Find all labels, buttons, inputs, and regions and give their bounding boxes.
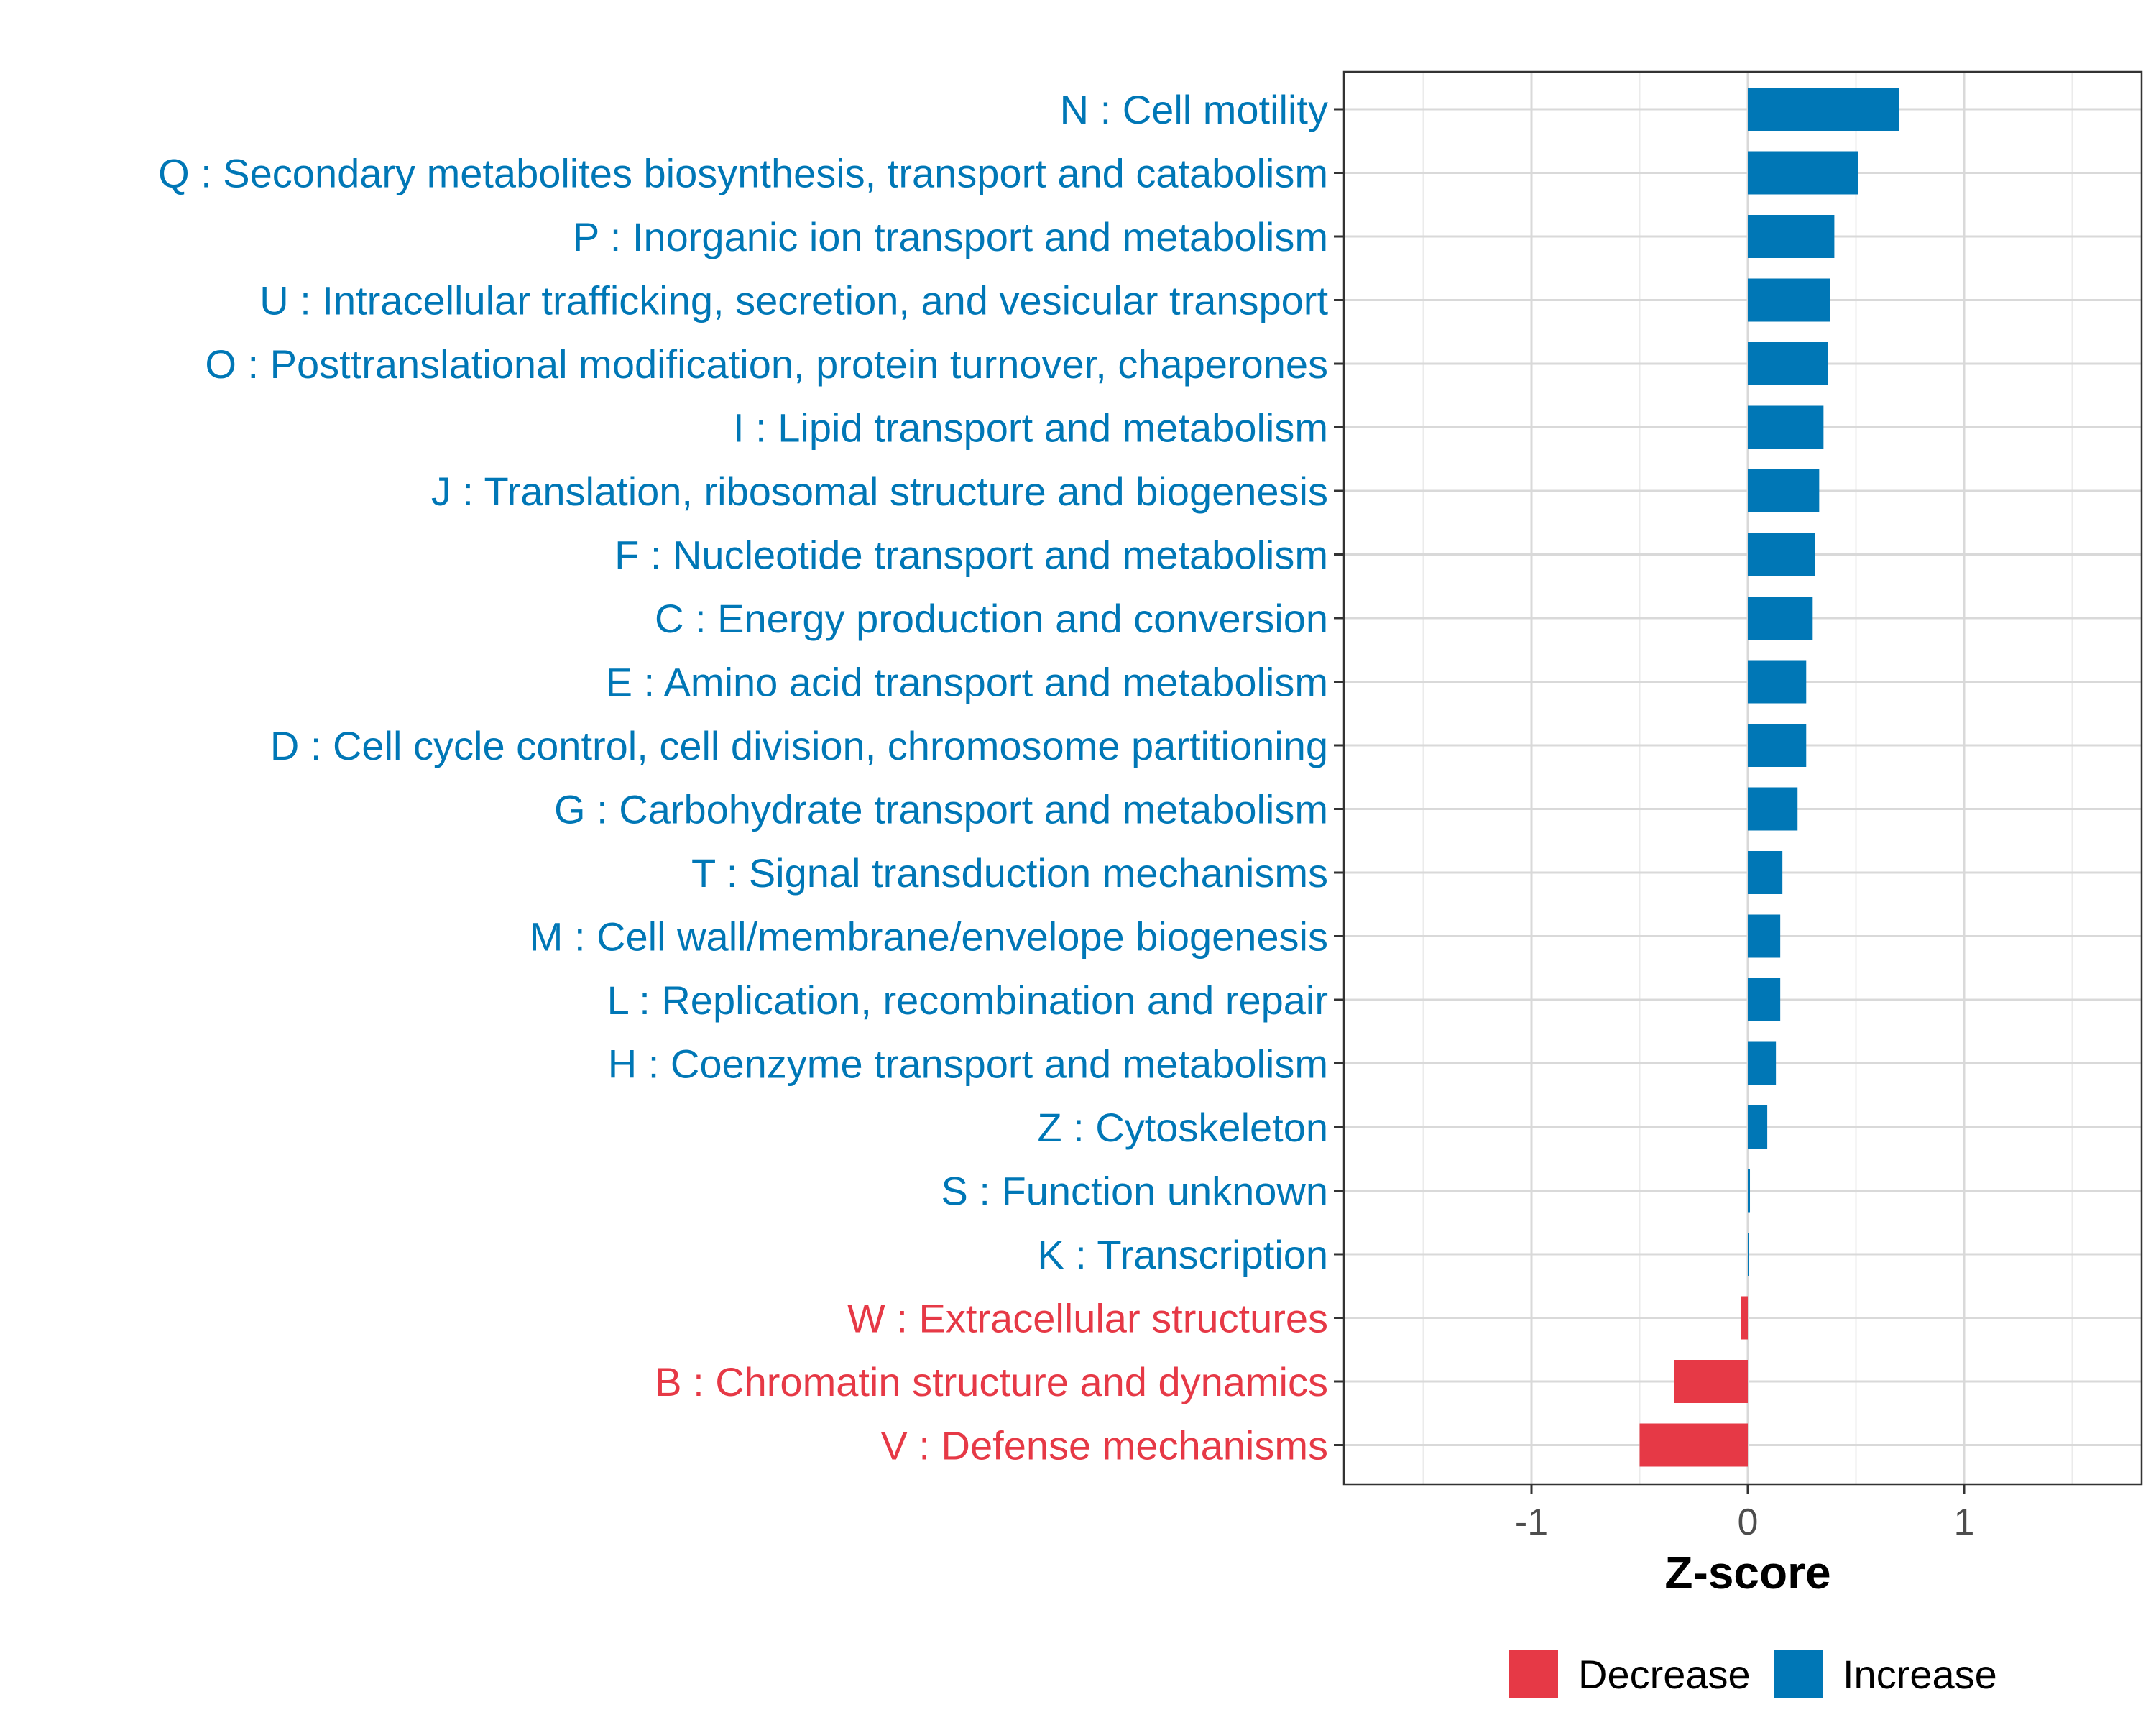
bar-m [1748,914,1781,958]
category-label: V : Defense mechanisms [881,1423,1328,1468]
category-label: F : Nucleotide transport and metabolism [614,533,1328,578]
category-label: W : Extracellular structures [847,1296,1328,1341]
category-label: O : Posttranslational modification, prot… [205,341,1328,387]
bars [1639,88,1899,1467]
x-axis-title: Z-score [1664,1547,1830,1598]
x-tick-label: 0 [1738,1501,1759,1543]
category-label: M : Cell wall/membrane/envelope biogenes… [530,914,1328,960]
category-label: Q : Secondary metabolites biosynthesis, … [158,151,1328,196]
legend-label-decrease: Decrease [1578,1652,1751,1697]
category-label: P : Inorganic ion transport and metaboli… [573,214,1328,259]
x-axis-ticks [1530,1484,1966,1494]
bar-c [1748,597,1813,640]
bar-g [1748,787,1798,831]
y-axis-ticks [1334,108,1344,1446]
category-label: I : Lipid transport and metabolism [733,405,1328,451]
x-tick-label: 1 [1954,1501,1975,1543]
category-label: B : Chromatin structure and dynamics [655,1359,1328,1404]
bar-f [1748,533,1815,576]
legend-key-increase [1774,1650,1823,1698]
category-label: U : Intracellular trafficking, secretion… [259,278,1328,323]
bar-l [1748,978,1781,1021]
bar-w [1741,1296,1748,1340]
category-label: N : Cell motility [1060,87,1328,132]
bar-z [1748,1105,1768,1149]
bar-b [1674,1360,1748,1403]
category-label: E : Amino acid transport and metabolism [606,660,1328,705]
category-label: C : Energy production and conversion [655,596,1328,641]
horizontal-gridlines [1344,108,2142,1446]
bar-j [1748,469,1820,512]
legend: Decrease Increase [1509,1650,1997,1698]
x-tick-label: -1 [1515,1501,1548,1543]
category-label: T : Signal transduction mechanisms [691,850,1328,896]
bar-k [1748,1233,1749,1276]
category-label: S : Function unknown [941,1169,1328,1214]
category-label: K : Transcription [1037,1232,1328,1277]
category-label: H : Coenzyme transport and metabolism [608,1041,1328,1087]
bar-u [1748,278,1830,322]
bar-d [1748,724,1807,767]
category-label: J : Translation, ribosomal structure and… [431,469,1328,514]
plot-panel-background [1344,72,2142,1484]
bar-h [1748,1041,1777,1085]
y-axis-category-labels: N : Cell motility Q : Secondary metabolit… [158,87,1328,1468]
x-axis-tick-labels: -1 0 1 [1515,1501,1975,1543]
bar-e [1748,660,1807,704]
bar-p [1748,215,1835,258]
category-label: G : Carbohydrate transport and metabolis… [554,787,1328,832]
category-label: D : Cell cycle control, cell division, c… [270,723,1328,768]
category-label: L : Replication, recombination and repai… [607,978,1328,1023]
bar-o [1748,342,1828,385]
bar-v [1639,1423,1748,1467]
bar-s [1748,1169,1751,1213]
bar-i [1748,405,1824,449]
legend-key-decrease [1509,1650,1558,1698]
category-label: Z : Cytoskeleton [1037,1105,1328,1150]
bar-q [1748,151,1858,195]
bar-t [1748,851,1783,894]
plot-panel-border [1342,70,2143,1486]
bar-n [1748,88,1899,131]
legend-label-increase: Increase [1843,1652,1997,1697]
